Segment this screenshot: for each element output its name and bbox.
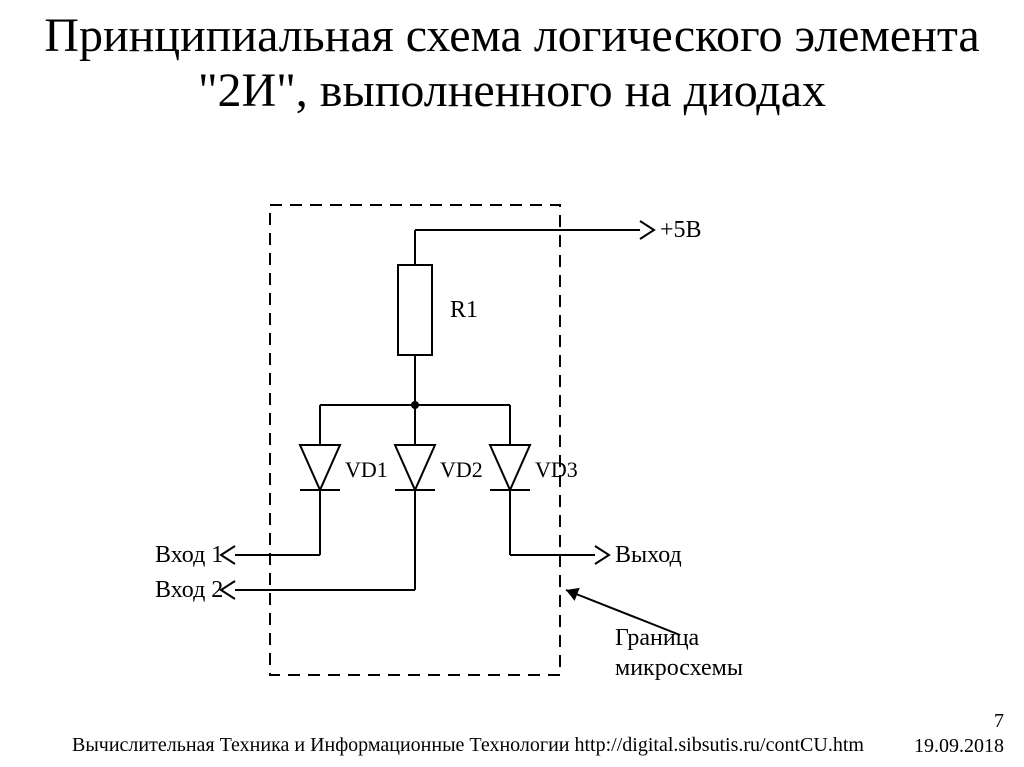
svg-text:Выход: Выход bbox=[615, 542, 682, 568]
footer-meta: 7 19.09.2018 bbox=[914, 709, 1004, 759]
svg-text:Граница: Граница bbox=[615, 625, 700, 651]
circuit-diagram: +5В R1 VD1 VD2 VD3 Вход 1 Вход 2 Выход Граница ми… bbox=[150, 195, 874, 695]
svg-text:R1: R1 bbox=[450, 297, 478, 323]
svg-text:Вход 2: Вход 2 bbox=[155, 577, 223, 603]
slide-title: Принципиальная схема логического элемент… bbox=[0, 8, 1024, 118]
svg-text:микросхемы: микросхемы bbox=[615, 655, 743, 681]
svg-text:VD3: VD3 bbox=[535, 457, 578, 482]
slide-date: 19.09.2018 bbox=[914, 734, 1004, 759]
page-number: 7 bbox=[914, 709, 1004, 734]
footer-source: Вычислительная Техника и Информационные … bbox=[72, 734, 864, 757]
svg-text:Вход 1: Вход 1 bbox=[155, 542, 223, 568]
svg-text:VD1: VD1 bbox=[345, 457, 388, 482]
svg-text:+5В: +5В bbox=[660, 217, 702, 243]
svg-text:VD2: VD2 bbox=[440, 457, 483, 482]
